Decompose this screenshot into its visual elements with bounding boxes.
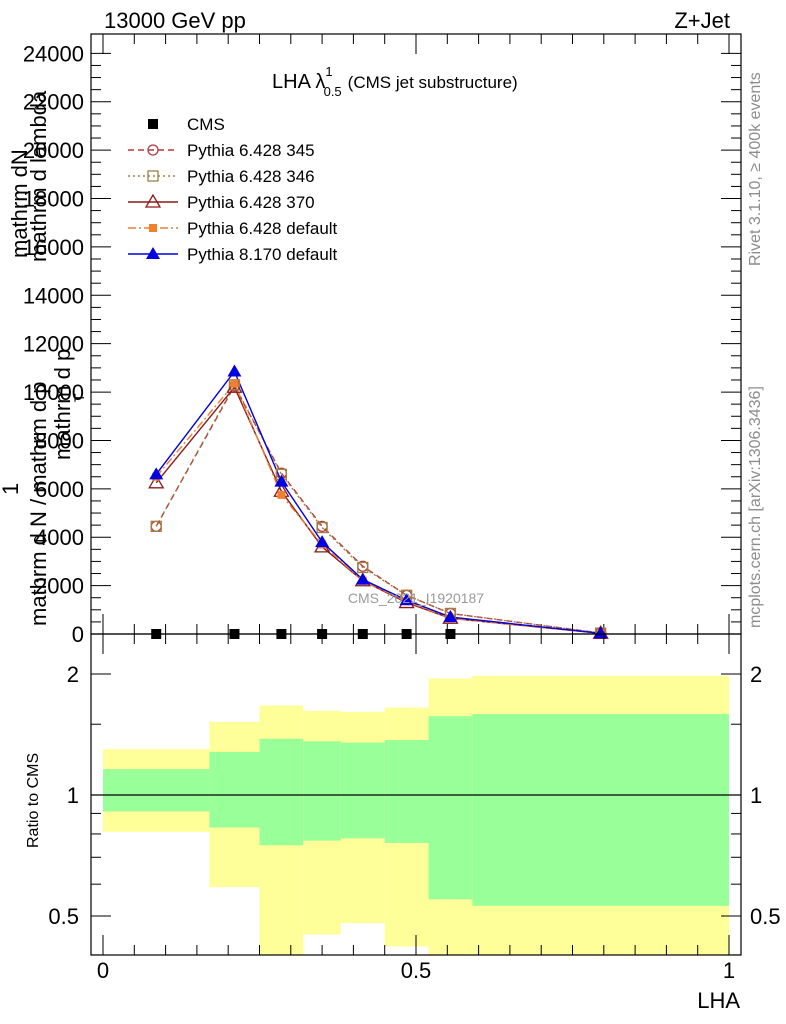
data-point-mc4: [277, 490, 286, 499]
ratio-y-tick-label-right: 0.5: [750, 904, 781, 929]
y-tick-label: 0: [72, 622, 84, 647]
x-tick-label: 0: [97, 958, 109, 983]
ratio-y-label: Ratio to CMS: [25, 753, 42, 848]
y-axis-label-line-3: mathrm d N / mathrm d p: [26, 381, 51, 626]
main-plot: 0 2000 4000 6000 8000 10000 12000 14000 16000 180…: [23, 34, 741, 647]
y-tick-label: 14000: [23, 283, 84, 308]
data-point-mc5: [227, 364, 242, 377]
data-point-mc2: [316, 521, 328, 534]
ratio-y-tick-label-right: 2: [750, 662, 762, 687]
y-tick-label: 18000: [23, 187, 84, 212]
legend-marker-3: [144, 193, 162, 208]
legend-label-4: Pythia 6.428 default: [187, 219, 338, 238]
data-point-mc5: [399, 593, 414, 606]
main-title-text: LHA λ: [272, 71, 325, 93]
data-point-mc2: [150, 520, 162, 532]
main-title: LHA λ1 0.5 (CMS jet substructure): [272, 64, 518, 99]
legend-marker-0: [148, 119, 158, 129]
y-tick-label: 4000: [35, 525, 84, 550]
legend-label-2: Pythia 6.428 346: [187, 167, 315, 186]
y-axis-label-line-6: mathrm d lambda: [26, 90, 51, 262]
legend-marker-4: [149, 224, 157, 232]
ratio-band-inner: [340, 742, 385, 839]
ratio-y-tick-label-left: 1: [67, 783, 79, 808]
ratio-band-inner: [103, 769, 210, 812]
y-axis-label-line-5: T: [71, 393, 87, 402]
data-point-mc5: [355, 572, 370, 585]
data-point-mc5: [149, 467, 164, 480]
ratio-y-tick-label-left: 2: [67, 662, 79, 687]
series-line-1: [155, 384, 601, 634]
x-tick-label: 1: [723, 958, 735, 983]
x-tick-label: 0.5: [401, 958, 432, 983]
legend-marker-1: [147, 144, 159, 156]
y-axis-label-line-2: 1: [0, 483, 23, 495]
header-process: Z+Jet: [674, 8, 730, 33]
y-axis-label: mathrm dN 1 mathrm d N / mathrm d p math…: [0, 90, 87, 626]
data-point-mc5: [443, 610, 458, 623]
data-point-mc4: [230, 379, 239, 388]
y-tick-label: 20000: [23, 138, 84, 163]
legend-marker-5: [146, 247, 160, 259]
ratio-band-inner: [472, 714, 729, 906]
y-tick-label: 10000: [23, 380, 84, 405]
legend-marker-2: [147, 170, 159, 182]
ratio-y-tick-label-right: 1: [750, 783, 762, 808]
legend-label-3: Pythia 6.428 370: [187, 193, 315, 212]
y-tick-label: 8000: [35, 428, 84, 453]
ratio-plot: 0.5 0.5 1 1 2 2 0 0.5 1: [48, 634, 781, 983]
main-title-suffix: (CMS jet substructure): [348, 73, 518, 92]
data-point-mc5: [274, 474, 289, 487]
analysis-watermark: CMS_2021_I1920187: [348, 590, 484, 606]
rivet-label: Rivet 3.1.10, ≥ 400k events: [747, 72, 764, 266]
data-point-mc2: [357, 561, 369, 574]
legend-label-0: CMS: [187, 115, 225, 134]
data-point-mc5: [315, 535, 330, 548]
ratio-band-inner: [428, 716, 473, 900]
y-tick-label: 16000: [23, 235, 84, 260]
y-tick-label: 2000: [35, 574, 84, 599]
x-axis-label: LHA: [697, 988, 740, 1013]
header-energy: 13000 GeV pp: [104, 8, 246, 33]
y-tick-label: 24000: [23, 41, 84, 66]
ratio-y-tick-label-left: 0.5: [48, 904, 79, 929]
main-title-subscript: 0.5: [324, 84, 342, 99]
y-axis-label-line-4: mathrm d p: [50, 349, 75, 460]
legend-label-1: Pythia 6.428 345: [187, 141, 315, 160]
series-line-5: [155, 370, 601, 634]
mcplots-label: mcplots.cern.ch [arXiv:1306.3436]: [747, 386, 764, 628]
y-tick-label: 6000: [35, 477, 84, 502]
ratio-band-inner: [384, 740, 429, 843]
series-line-4: [155, 382, 601, 634]
ratio-band-inner: [259, 738, 304, 846]
y-tick-label: 12000: [23, 332, 84, 357]
main-title-superscript: 1: [325, 64, 332, 79]
data-point-mc3: [148, 474, 165, 489]
ratio-band-inner: [303, 741, 341, 841]
y-axis-label-line-1: mathrm dN: [7, 149, 32, 258]
y-tick-label: 22000: [23, 90, 84, 115]
legend-label-5: Pythia 8.170 default: [187, 245, 338, 264]
ratio-plot-frame: [90, 633, 742, 956]
ratio-band-inner: [209, 751, 260, 828]
legend: CMS Pythia 6.428 345 Pythia 6.428 346 Pythi…: [128, 115, 338, 264]
